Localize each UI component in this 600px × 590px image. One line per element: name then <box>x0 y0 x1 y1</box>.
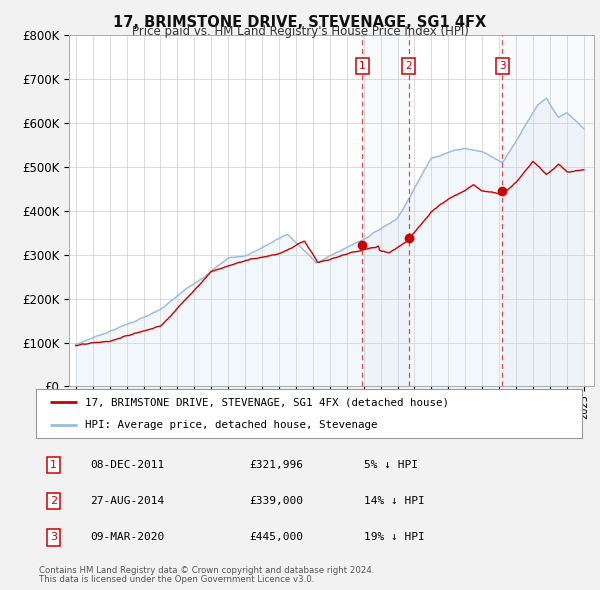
Text: 14% ↓ HPI: 14% ↓ HPI <box>364 496 424 506</box>
Text: £339,000: £339,000 <box>249 496 303 506</box>
Text: 17, BRIMSTONE DRIVE, STEVENAGE, SG1 4FX (detached house): 17, BRIMSTONE DRIVE, STEVENAGE, SG1 4FX … <box>85 398 449 408</box>
Text: 5% ↓ HPI: 5% ↓ HPI <box>364 460 418 470</box>
Text: 2: 2 <box>405 61 412 71</box>
Text: HPI: Average price, detached house, Stevenage: HPI: Average price, detached house, Stev… <box>85 419 377 430</box>
Text: 3: 3 <box>499 61 506 71</box>
Text: 1: 1 <box>359 61 365 71</box>
Text: 2: 2 <box>50 496 57 506</box>
Text: 17, BRIMSTONE DRIVE, STEVENAGE, SG1 4FX: 17, BRIMSTONE DRIVE, STEVENAGE, SG1 4FX <box>113 15 487 30</box>
Text: 1: 1 <box>50 460 57 470</box>
Text: 08-DEC-2011: 08-DEC-2011 <box>91 460 165 470</box>
Text: 3: 3 <box>50 533 57 542</box>
Text: 27-AUG-2014: 27-AUG-2014 <box>91 496 165 506</box>
Text: Price paid vs. HM Land Registry's House Price Index (HPI): Price paid vs. HM Land Registry's House … <box>131 25 469 38</box>
Text: 09-MAR-2020: 09-MAR-2020 <box>91 533 165 542</box>
Text: £321,996: £321,996 <box>249 460 303 470</box>
Text: Contains HM Land Registry data © Crown copyright and database right 2024.: Contains HM Land Registry data © Crown c… <box>39 566 374 575</box>
Bar <box>502 35 592 386</box>
Text: This data is licensed under the Open Government Licence v3.0.: This data is licensed under the Open Gov… <box>39 575 314 584</box>
Text: 19% ↓ HPI: 19% ↓ HPI <box>364 533 424 542</box>
Text: £445,000: £445,000 <box>249 533 303 542</box>
Bar <box>362 35 409 386</box>
